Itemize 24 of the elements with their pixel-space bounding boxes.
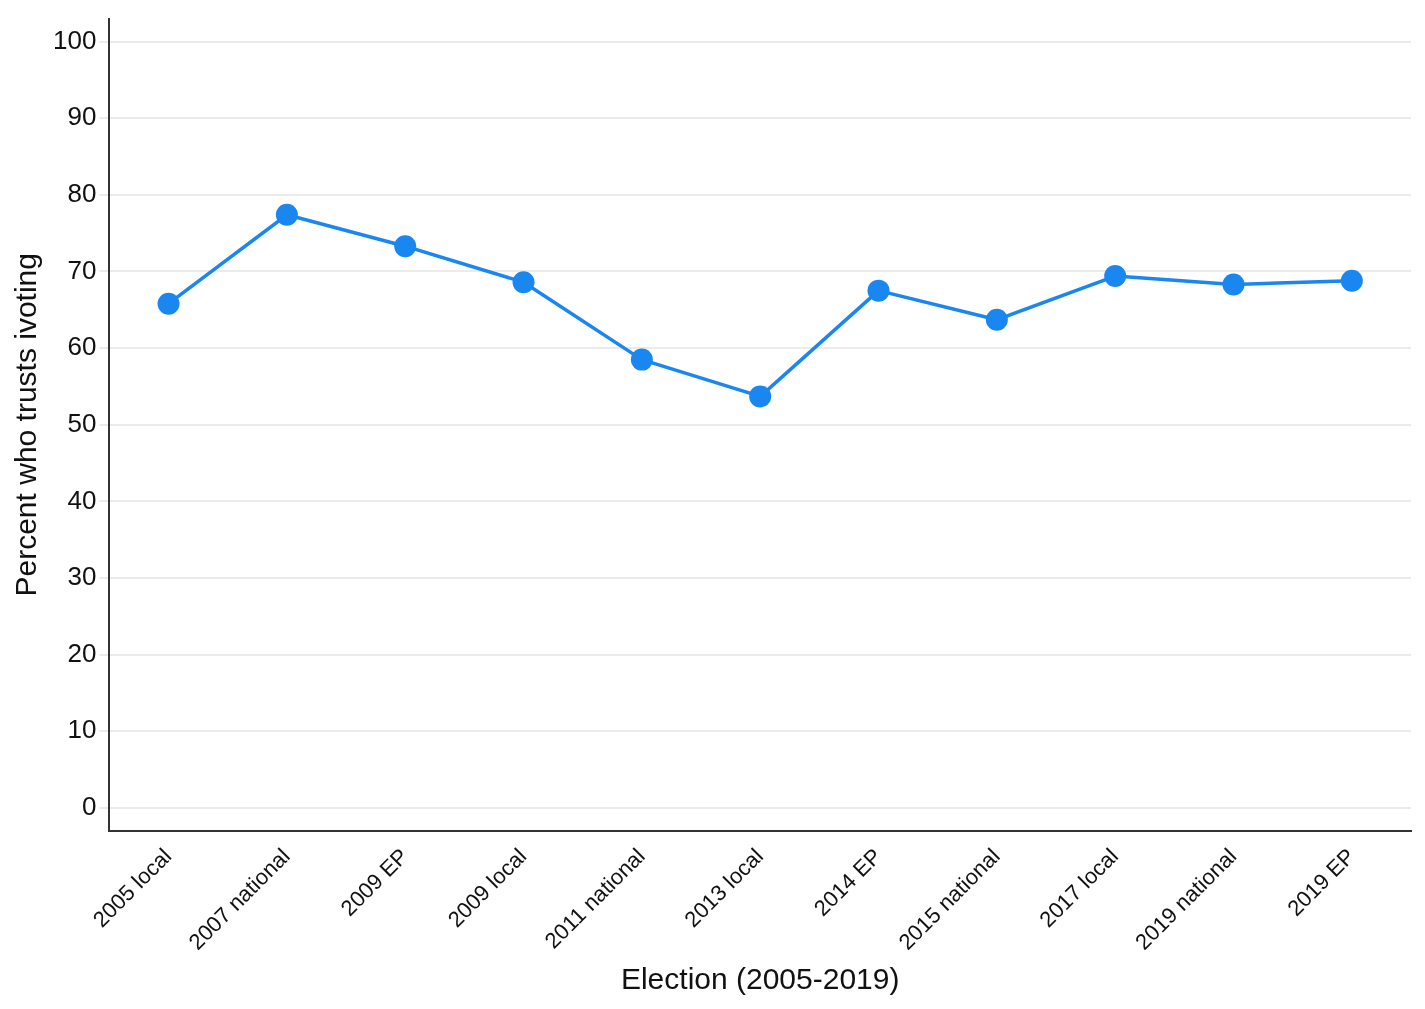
point [1104,265,1127,288]
y-tick-label: 30 [67,561,97,592]
point [394,235,417,258]
point [867,279,890,302]
point [512,271,535,294]
y-tick-label: 40 [67,484,97,515]
point [630,348,653,371]
y-axis-title: Percent who trusts ivoting [9,253,43,597]
point [275,203,298,226]
point [1222,273,1245,296]
y-tick-label: 20 [67,637,97,668]
point [749,385,772,408]
y-tick-label: 50 [67,407,97,438]
point [157,292,180,315]
y-tick-label: 0 [81,791,97,822]
x-axis-title: Election (2005-2019) [620,962,900,996]
y-tick-label: 100 [52,24,97,55]
y-tick-label: 80 [67,178,97,209]
y-tick-label: 10 [67,714,97,745]
y-tick-label: 90 [67,101,97,132]
y-tick-label: 70 [67,254,97,285]
point [985,308,1008,331]
y-tick-label: 60 [67,331,97,362]
point [1340,269,1363,292]
